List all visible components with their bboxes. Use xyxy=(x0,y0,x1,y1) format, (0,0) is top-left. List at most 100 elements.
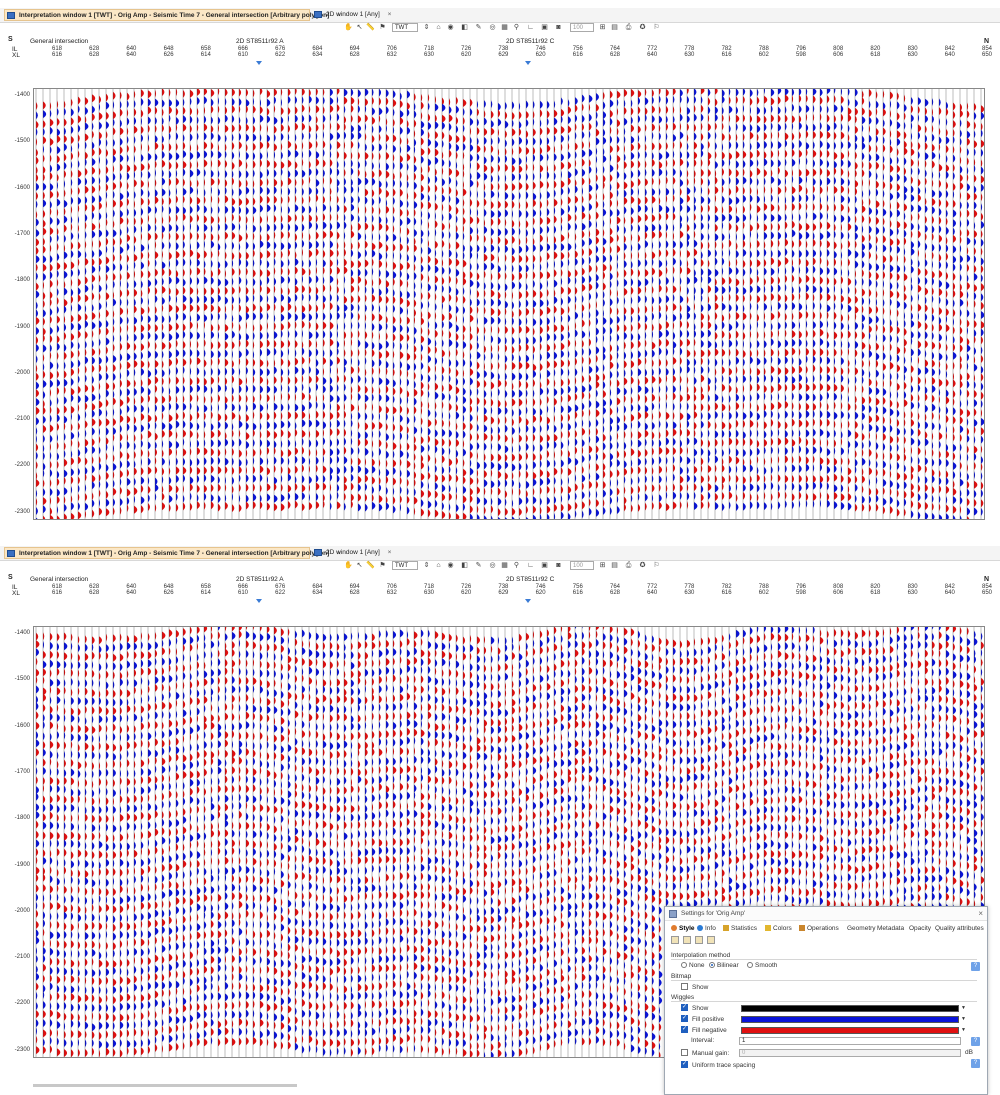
wiggle-lobe xyxy=(246,449,247,457)
wiggle-lobe xyxy=(736,177,739,185)
wiggle-lobe xyxy=(428,229,429,237)
wiggle-lobe xyxy=(204,331,205,339)
wiggle-lobe xyxy=(512,499,513,507)
wiggle-lobe xyxy=(512,210,513,218)
wiggle-lobe xyxy=(673,177,675,185)
wiggle-lobe xyxy=(141,163,144,171)
pick-icon[interactable]: ✋ xyxy=(344,23,353,32)
tab-2d-window[interactable]: 2D window 1 [Any] × xyxy=(312,9,402,21)
ruler-icon[interactable]: 📏 xyxy=(366,23,375,32)
wiggle-lobe xyxy=(127,154,129,162)
wiggle-lobe xyxy=(589,357,591,365)
zoom-icon[interactable]: ⚲ xyxy=(512,23,521,32)
wiggle-lobe xyxy=(519,128,521,136)
wiggle-lobe xyxy=(274,303,276,311)
wiggle-lobe xyxy=(64,433,66,441)
export-icon[interactable]: ⎙ xyxy=(624,23,633,32)
wiggle-lobe xyxy=(449,466,451,474)
wiggle-lobe xyxy=(505,416,507,424)
wiggle-lobe xyxy=(176,475,179,483)
wiggle-lobe xyxy=(484,414,487,422)
wiggle-lobe xyxy=(344,89,347,97)
wiggle-lobe xyxy=(71,145,72,153)
wiggle-lobe xyxy=(617,163,618,171)
wiggle-lobe xyxy=(267,378,268,386)
tab-interpretation-window[interactable]: Interpretation window 1 [TWT] - Orig Amp… xyxy=(4,9,310,21)
seismic-section[interactable] xyxy=(33,88,985,520)
wiggle-lobe xyxy=(316,194,318,202)
axis-icon[interactable]: ∟ xyxy=(526,23,535,32)
wiggle-lobe xyxy=(708,158,710,166)
time-axis-label: -1900 xyxy=(0,324,30,330)
wiggle-lobe xyxy=(673,232,674,240)
fit-icon[interactable]: ⊞ xyxy=(598,23,607,32)
flag-icon[interactable]: ⚑ xyxy=(378,23,387,32)
wiggle-lobe xyxy=(449,367,451,375)
camera-icon[interactable]: ◙ xyxy=(554,23,563,32)
wiggle-lobe xyxy=(92,122,93,130)
settings-icon[interactable]: ✪ xyxy=(638,23,647,32)
scale-icon[interactable]: ⇕ xyxy=(422,23,431,32)
wiggle-lobe xyxy=(141,189,143,197)
wiggle-lobe xyxy=(351,349,353,357)
wiggle-lobe xyxy=(428,212,430,220)
wiggle-lobe xyxy=(631,171,633,179)
wiggle-lobe xyxy=(113,245,114,253)
wiggle-lobe xyxy=(36,149,38,157)
wiggle-lobe xyxy=(183,395,184,403)
wiggle-lobe xyxy=(442,231,444,239)
wiggle-lobe xyxy=(561,395,563,403)
wiggle-lobe xyxy=(148,270,150,278)
wiggle-lobe xyxy=(442,159,444,167)
wiggle-lobe xyxy=(218,196,219,204)
pin-icon[interactable]: ⚐ xyxy=(652,23,661,32)
target-icon[interactable]: ◎ xyxy=(488,23,497,32)
wiggle-lobe xyxy=(232,268,235,276)
wiggle-lobe xyxy=(708,329,711,337)
image-icon[interactable]: ▣ xyxy=(540,23,549,32)
wiggle-lobe xyxy=(337,161,339,169)
wiggle-lobe xyxy=(183,474,185,482)
brush-icon[interactable]: ✎ xyxy=(474,23,483,32)
wiggle-lobe xyxy=(463,181,464,189)
wiggle-lobe xyxy=(498,517,501,519)
zoom-select[interactable]: 100 xyxy=(570,23,594,32)
globe-icon[interactable]: ◉ xyxy=(446,23,455,32)
wiggle-lobe xyxy=(470,179,473,187)
wiggle-lobe xyxy=(491,352,493,360)
wiggle-lobe xyxy=(386,305,387,313)
wiggle-lobe xyxy=(498,443,501,451)
wiggle-lobe xyxy=(330,177,332,185)
wiggle-lobe xyxy=(71,223,72,231)
wiggle-lobe xyxy=(484,282,486,290)
xl-tick-label: 640 xyxy=(642,52,662,59)
select-icon[interactable]: ↖ xyxy=(355,23,364,32)
wiggle-lobe xyxy=(540,487,542,495)
wiggle-lobe xyxy=(498,309,501,317)
wiggle-lobe xyxy=(456,360,458,368)
wiggle-lobe xyxy=(379,187,382,195)
wiggle-lobe xyxy=(183,341,185,349)
domain-select[interactable]: TWT xyxy=(392,23,418,32)
wiggle-lobe xyxy=(211,411,213,419)
wiggle-lobe xyxy=(113,364,116,372)
wiggle-lobe xyxy=(589,348,591,356)
wiggle-lobe xyxy=(484,145,486,153)
wiggle-lobe xyxy=(659,456,661,464)
home-icon[interactable]: ⌂ xyxy=(434,23,443,32)
wiggle-lobe xyxy=(337,96,338,104)
wiggle-lobe xyxy=(358,412,360,420)
layers-icon[interactable]: ◧ xyxy=(460,23,469,32)
wiggle-lobe xyxy=(666,401,667,409)
wiggle-lobe xyxy=(183,213,186,221)
close-icon[interactable]: × xyxy=(388,9,392,21)
wiggle-lobe xyxy=(393,173,395,181)
wiggle-lobe xyxy=(603,317,606,325)
wiggle-lobe xyxy=(484,453,486,461)
grid-icon[interactable]: ▦ xyxy=(500,23,509,32)
wiggle-lobe xyxy=(239,420,242,428)
window-layout-icon[interactable]: ▤ xyxy=(610,23,619,32)
wiggle-lobe xyxy=(337,258,338,266)
wiggle-lobe xyxy=(505,445,508,453)
wiggle-lobe xyxy=(428,194,430,202)
